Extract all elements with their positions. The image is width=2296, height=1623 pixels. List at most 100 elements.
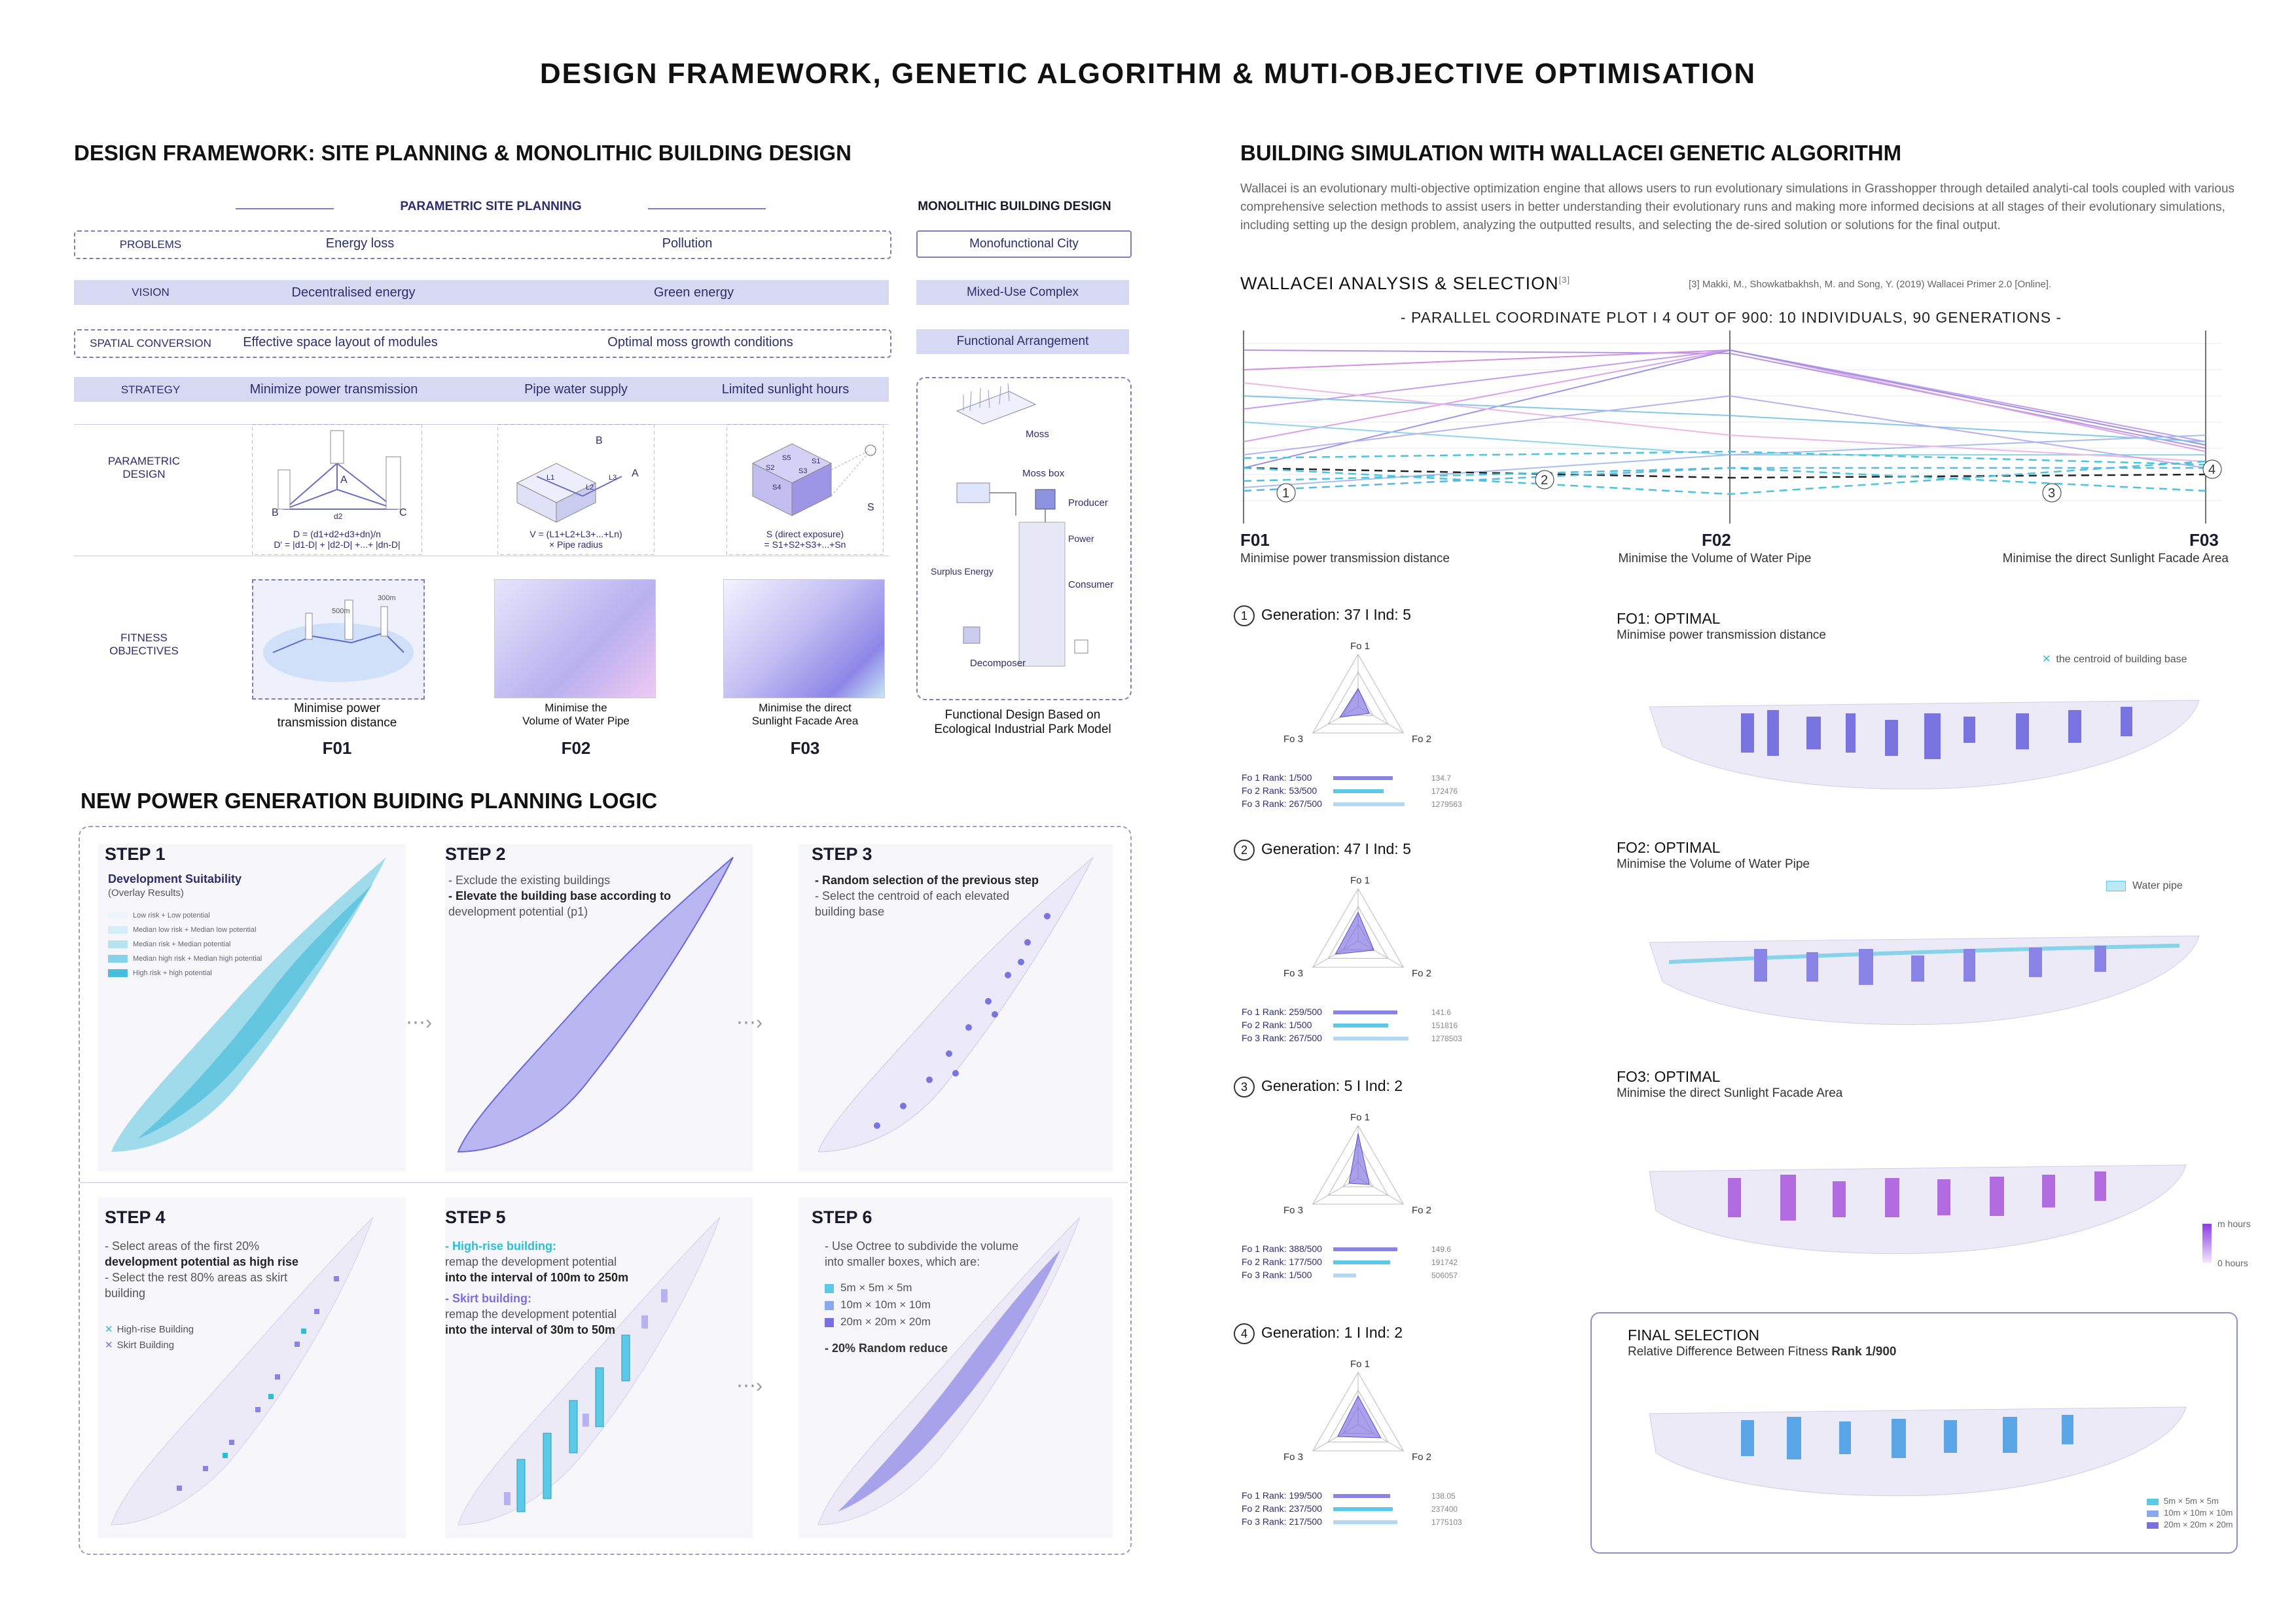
- pcp-axis-desc-f01: Minimise power transmission distance: [1240, 552, 1450, 565]
- power-logic-panel: [79, 826, 1132, 1555]
- fo3-map-graphic: [1649, 1164, 2187, 1254]
- strategy-power: Minimize power transmission: [249, 382, 418, 397]
- step6-title: STEP 6: [812, 1207, 872, 1227]
- rank-value: 237400: [1431, 1505, 1458, 1514]
- fitness-caption-sunlight: Minimise the direct Sunlight Facade Area: [751, 702, 859, 727]
- rank-label: Fo 1 Rank: 199/500: [1242, 1490, 1322, 1501]
- radar-axis-label: Fo 1: [1350, 1359, 1370, 1370]
- pcp-axis-desc-f03: Minimise the direct Sunlight Facade Area: [2002, 552, 2229, 565]
- pipe-diagram: B L1 L2 L3 A: [497, 424, 655, 555]
- fo2-legend: Water pipe: [2106, 880, 2183, 892]
- step5-line-4: - Skirt building:: [445, 1292, 531, 1305]
- radar-grid: [1312, 887, 1405, 968]
- radar-chart: Fo 1 Fo 2 Fo 3: [1283, 875, 1431, 979]
- step4-line-2: development potential as high rise: [105, 1255, 299, 1268]
- parametric-header: PARAMETRIC SITE PLANNING: [400, 200, 582, 213]
- rank-row: Fo 3 Rank: 217/500 1775103: [1242, 1516, 1503, 1528]
- radar-value-polygon: [1337, 1395, 1382, 1438]
- generation-number: 4: [1234, 1323, 1255, 1344]
- pcp-marker-2: 2: [1541, 473, 1548, 488]
- rank-value: 138.05: [1431, 1491, 1456, 1501]
- step4-title: STEP 4: [105, 1207, 166, 1227]
- rank-label: Fo 3 Rank: 1/500: [1242, 1270, 1312, 1280]
- rank-bar: [1333, 1247, 1397, 1251]
- label-s4: S4: [772, 484, 781, 491]
- rank-value: 1775103: [1431, 1518, 1462, 1527]
- step4-legend: ✕ High-rise Building ✕ Skirt Building: [105, 1324, 194, 1351]
- step2-line-3: development potential (p1): [448, 905, 588, 918]
- label-a: A: [340, 474, 348, 486]
- generation-number: 3: [1234, 1077, 1255, 1097]
- fo1-label: F01: [322, 738, 352, 758]
- step1-legend-3: Median risk + Median potential: [133, 940, 231, 948]
- generation-title-text: Generation: 1 I Ind: 2: [1261, 1324, 1403, 1341]
- rank-row: Fo 3 Rank: 267/500 1278503: [1242, 1033, 1503, 1044]
- fitness-image-pipe: [494, 579, 656, 698]
- power-logic-title: NEW POWER GENERATION BUIDING PLANNING LO…: [81, 789, 658, 813]
- mono-functional: Functional Arrangement: [916, 329, 1129, 354]
- step1-legend-5: High risk + high potential: [133, 969, 212, 977]
- radar-grid: [1312, 1371, 1405, 1452]
- step5-line-5: remap the development potential: [445, 1308, 617, 1321]
- fo2-legend-text: Water pipe: [2132, 880, 2183, 891]
- formula-sunlight: S (direct exposure) = S1+S2+S3+...+Sn: [764, 529, 846, 550]
- label-d2: d2: [334, 512, 343, 521]
- step3-line-1: - Random selection of the previous step: [815, 874, 1039, 887]
- fo1-optimal-title: FO1: OPTIMAL: [1617, 610, 1721, 627]
- rank-row: Fo 2 Rank: 177/500 191742: [1242, 1257, 1503, 1268]
- radar-axis-label: Fo 2: [1412, 734, 1431, 745]
- rank-bar: [1333, 1273, 1356, 1277]
- formula-power: D = (d1+d2+d3+dn)/n D' = |d1-D| + |d2-D|…: [274, 529, 401, 550]
- fitness-image-sunlight: [723, 579, 885, 698]
- rank-bar: [1333, 789, 1384, 793]
- power-fitness-graphic: 300m 500m: [263, 594, 414, 682]
- mono-label-moss: Moss: [1026, 429, 1049, 440]
- parametric-label: PARAMETRIC DESIGN: [107, 455, 181, 480]
- fo3-optimal-sub: Minimise the direct Sunlight Facade Area: [1617, 1086, 1843, 1100]
- generation-card: 4 Generation: 1 I Ind: 2 Fo 1 Fo 2 Fo 3 Fo 1 …: [1234, 1323, 1509, 1552]
- page-title: DESIGN FRAMEWORK, GENETIC ALGORITHM & MU…: [539, 58, 1757, 90]
- fo2-label: F02: [561, 738, 591, 758]
- framework-title: DESIGN FRAMEWORK: SITE PLANNING & MONOLI…: [74, 141, 852, 165]
- rank-bar: [1333, 1010, 1397, 1014]
- label-500m: 500m: [332, 607, 350, 615]
- pcp-axis-label-f02: F02: [1702, 530, 1731, 550]
- rank-label: Fo 3 Rank: 217/500: [1242, 1516, 1322, 1527]
- step6-legend-20m: 20m × 20m × 20m: [840, 1315, 931, 1328]
- parallel-coordinate-plot: 1 2 3 4: [1240, 330, 2222, 524]
- vision-green: Green energy: [653, 285, 734, 300]
- generation-title: 3 Generation: 5 I Ind: 2: [1234, 1077, 1509, 1097]
- eco-park-diagram: Moss Moss box Producer Power Surplus Ene…: [931, 383, 1113, 669]
- step1-map: [98, 844, 406, 1171]
- generation-number: 2: [1234, 840, 1255, 861]
- radar-axis-label: Fo 3: [1283, 968, 1303, 979]
- rank-bar: [1333, 1520, 1397, 1524]
- mono-label-decomposer: Decomposer: [970, 658, 1026, 669]
- radar-grid: [1327, 1143, 1389, 1196]
- rank-label: Fo 2 Rank: 237/500: [1242, 1503, 1322, 1514]
- step1-sub: (Overlay Results): [108, 887, 184, 899]
- step6-text: - Use Octree to subdivide the volume int…: [825, 1238, 1018, 1270]
- label-s1: S1: [812, 457, 820, 465]
- label-l3: L3: [609, 474, 617, 482]
- analysis-title-text: WALLACEI ANALYSIS & SELECTION: [1240, 274, 1559, 293]
- pcp-axis-label-f01: F01: [1240, 530, 1270, 550]
- rank-bar: [1333, 1023, 1388, 1027]
- radar-grid: [1327, 671, 1389, 724]
- final-legend-10m: 10m × 10m × 10m: [2164, 1508, 2233, 1518]
- fo3-legend-top: m hours: [2217, 1219, 2251, 1229]
- rank-row: Fo 3 Rank: 1/500 506057: [1242, 1270, 1503, 1281]
- radar-chart: Fo 1 Fo 2 Fo 3: [1283, 1112, 1431, 1216]
- final-map-graphic: [1649, 1406, 2187, 1496]
- radar-axis-label: Fo 2: [1412, 1205, 1431, 1216]
- pcp-marker-1: 1: [1282, 486, 1289, 501]
- step6-line-2: into smaller boxes, which are:: [825, 1255, 980, 1268]
- fo2-optimal-sub: Minimise the Volume of Water Pipe: [1617, 857, 1810, 871]
- step5-title: STEP 5: [445, 1207, 506, 1227]
- rank-value: 149.6: [1431, 1245, 1452, 1254]
- radar-axis-label: Fo 2: [1412, 1452, 1431, 1463]
- vision-row: [74, 280, 889, 305]
- step1-title: STEP 1: [105, 844, 166, 864]
- radar-axis-label: Fo 3: [1283, 734, 1303, 745]
- strategy-pipe: Pipe water supply: [524, 382, 628, 397]
